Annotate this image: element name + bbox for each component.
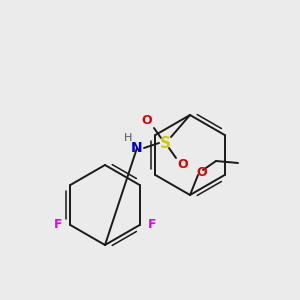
- Text: N: N: [131, 141, 143, 155]
- Text: F: F: [54, 218, 63, 232]
- Text: H: H: [124, 133, 132, 143]
- Text: O: O: [178, 158, 188, 172]
- Text: O: O: [197, 167, 207, 179]
- Text: S: S: [160, 136, 170, 151]
- Text: F: F: [147, 218, 156, 232]
- Text: O: O: [142, 115, 152, 128]
